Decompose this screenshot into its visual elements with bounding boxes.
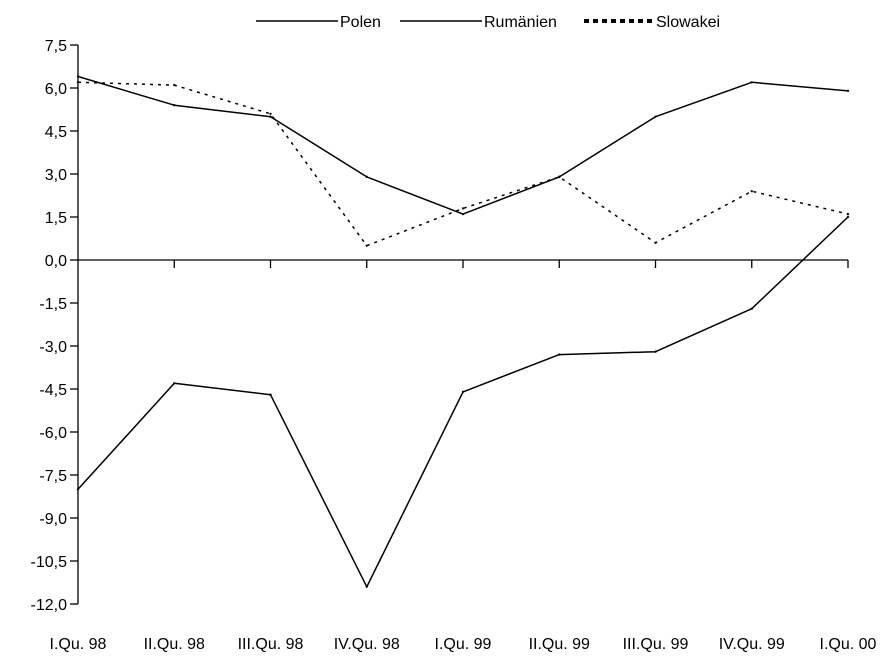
y-tick-label: -12,0	[31, 597, 68, 614]
x-axis-ticks: I.Qu. 98 II.Qu. 98 III.Qu. 98 IV.Qu. 98 I.Qu…	[50, 260, 877, 653]
y-tick-label: -7,5	[39, 468, 67, 485]
y-tick-label: -9,0	[39, 511, 67, 528]
data-point-polen	[461, 212, 465, 216]
data-point-rumanien	[461, 390, 465, 394]
x-tick-label: I.Qu. 99	[435, 636, 492, 653]
data-point-polen	[173, 104, 176, 107]
y-tick-label: 3,0	[45, 167, 67, 184]
x-tick-label: I.Qu. 98	[50, 636, 107, 653]
data-point-slowakei	[173, 83, 176, 87]
series-lines	[76, 75, 850, 588]
y-tick-label: -3,0	[39, 339, 67, 356]
y-tick-label: 4,5	[45, 124, 67, 141]
legend-label-polen: Polen	[340, 14, 381, 31]
x-tick-label: IV.Qu. 98	[334, 636, 400, 653]
x-tick-label: IV.Qu. 99	[719, 636, 785, 653]
data-point-slowakei	[269, 112, 272, 116]
data-point-polen	[365, 175, 368, 179]
data-point-polen	[750, 81, 753, 84]
y-tick-label: 1,5	[45, 210, 67, 227]
data-point-slowakei	[654, 241, 657, 244]
data-point-slowakei	[846, 212, 850, 216]
data-point-rumanien	[173, 382, 176, 385]
y-tick-label: -6,0	[39, 425, 67, 442]
y-tick-label: -4,5	[39, 382, 67, 399]
legend: Polen Rumänien Slowakei	[256, 14, 720, 31]
y-axis-ticks: 7,5 6,0 4,5 3,0 1,5 0,0 -1,5 -3,0 -4,5 -6,0 -7,5 -9…	[31, 38, 78, 614]
legend-label-slowakei: Slowakei	[656, 14, 720, 31]
data-point-rumanien	[558, 353, 561, 356]
data-point-slowakei	[461, 207, 465, 210]
y-tick-label: -1,5	[39, 296, 67, 313]
data-point-polen	[654, 115, 657, 118]
y-tick-label: 7,5	[45, 38, 67, 55]
y-tick-label: 0,0	[45, 253, 67, 270]
data-point-polen	[269, 115, 272, 118]
y-tick-label: 6,0	[45, 81, 67, 98]
data-point-rumanien	[365, 585, 368, 588]
data-point-rumanien	[846, 215, 850, 219]
data-point-slowakei	[365, 244, 368, 247]
x-tick-label: II.Qu. 98	[144, 636, 205, 653]
x-tick-label: II.Qu. 99	[529, 636, 590, 653]
legend-label-rumanien: Rumänien	[484, 14, 557, 31]
data-point-rumanien	[654, 350, 657, 353]
series-line-polen	[77, 75, 849, 215]
x-tick-label: I.Qu. 00	[820, 636, 877, 653]
series-line-rumanien	[77, 216, 849, 588]
data-point-rumanien	[750, 307, 753, 310]
x-tick-label: III.Qu. 98	[238, 636, 304, 653]
x-tick-label: III.Qu. 99	[623, 636, 689, 653]
data-point-slowakei	[750, 190, 753, 193]
data-point-rumanien	[269, 393, 272, 396]
data-point-polen	[846, 89, 850, 93]
data-point-slowakei	[558, 175, 561, 179]
y-tick-label: -10,5	[31, 554, 68, 571]
series-line-slowakei	[77, 81, 849, 247]
